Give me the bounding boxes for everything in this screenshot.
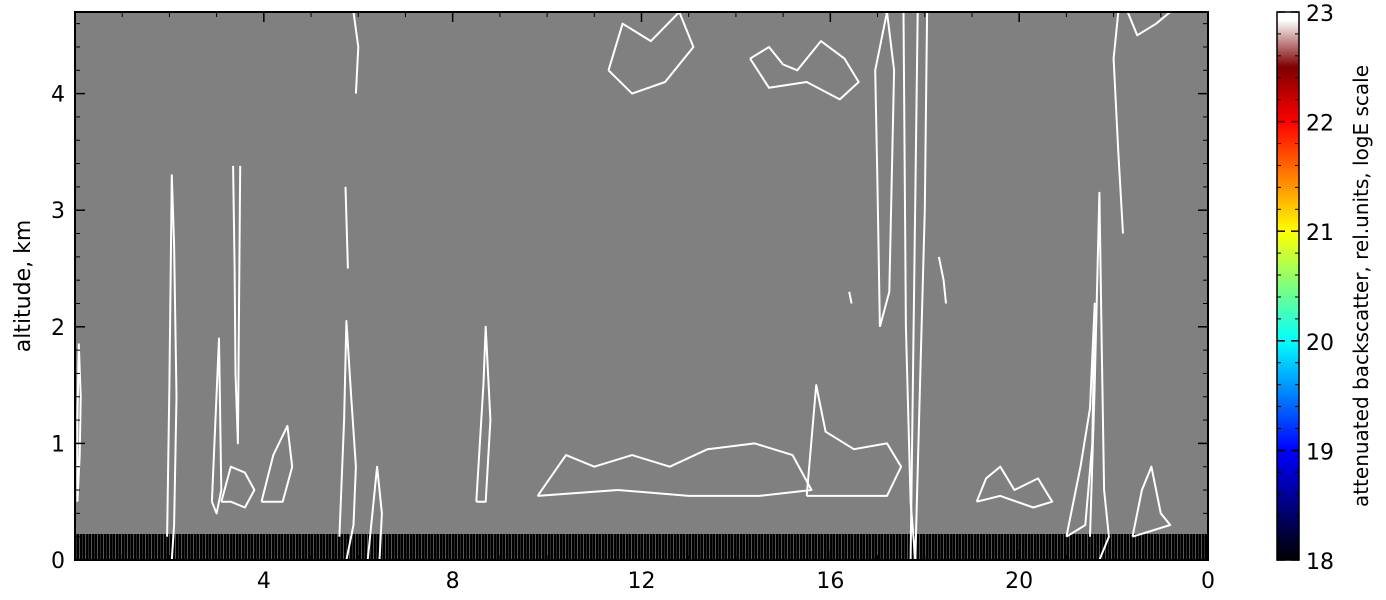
contour-w [344,186,349,269]
contour-p [749,40,860,101]
contour-g [338,320,357,560]
contour-i [475,325,492,503]
contour-layer [76,12,1172,560]
colorbar-tick-label: 23 [1306,2,1334,27]
contour-u [1126,12,1171,37]
colorbar: 18 19 20 21 22 23 attenuated backscatter, rel… [1276,2,1373,575]
contour-c [232,165,242,445]
contour-j [536,442,813,497]
x-tick-label: 12 [628,569,656,594]
contour-m [902,12,929,560]
contour-r [1065,302,1096,538]
colorbar-tick-label: 20 [1306,331,1334,356]
colorbar-gradient [1277,12,1299,560]
colorbar-label: attenuated backscatter, rel.units, logE … [1349,65,1373,507]
y-tick-label: 2 [51,316,65,341]
colorbar-tick-label: 21 [1306,221,1334,246]
colorbar-tick-label: 22 [1306,112,1334,137]
x-tick-label: 8 [446,569,460,594]
y-tick-label: 1 [51,432,65,457]
plot-area [74,11,1209,561]
plot-background [75,12,1208,560]
colorbar-tick-label: 19 [1306,440,1334,465]
contour-l [874,12,896,328]
x-tick-label: 0 [1201,569,1215,594]
colorbar-frame [1276,11,1300,561]
y-tick-label: 3 [51,199,65,224]
contour-q [1089,191,1110,560]
y-tick-label: 4 [51,83,65,108]
contour-e [220,465,256,509]
contour-o [607,12,695,95]
contour-b [166,174,178,560]
contour-x [352,12,360,94]
contour-z [937,256,947,304]
contour-y [848,291,853,304]
x-axis: 4 8 12 16 20 0 [121,12,1215,594]
x-tick-label: 16 [816,569,844,594]
contour-s [1112,12,1124,234]
y-tick-label: 0 [51,549,65,574]
x-tick-label: 4 [257,569,271,594]
contour-t [1131,465,1172,538]
colorbar-ticks: 18 19 20 21 22 23 [1277,2,1334,575]
contour-v [975,465,1054,509]
contour-a [76,343,82,502]
contour-d [210,337,223,515]
contour-h [366,465,383,560]
contour-k [805,384,903,497]
contour-f [260,424,294,503]
y-axis-label: altitude, km [11,220,36,353]
y-axis: 0 1 2 3 4 [51,23,1208,574]
contour-n [909,12,919,560]
x-tick-label: 20 [1005,569,1033,594]
colorbar-tick-label: 18 [1306,550,1334,575]
